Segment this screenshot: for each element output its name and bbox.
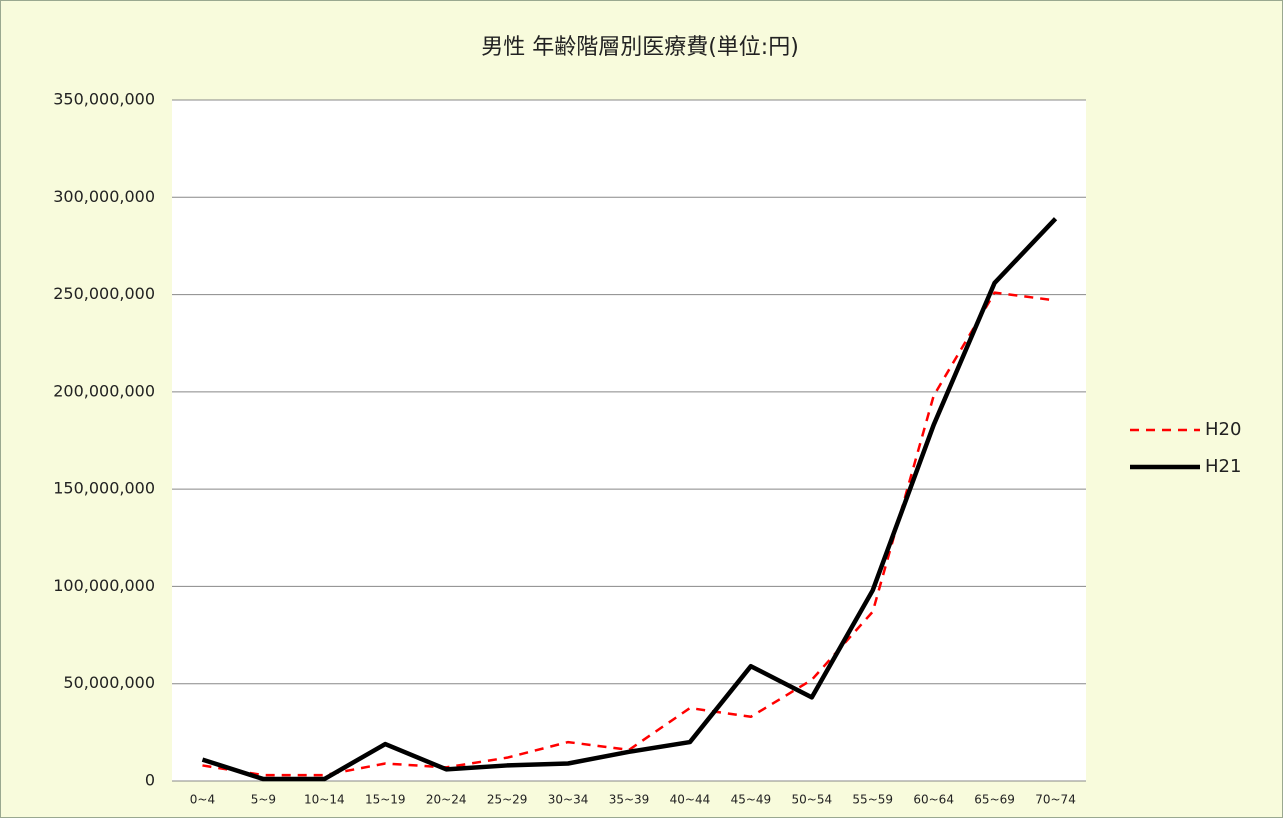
x-tick-label: 55~59 [852, 793, 893, 807]
line-series [201, 217, 1058, 782]
y-tick-label: 50,000,000 [63, 673, 155, 692]
x-tick-label: 25~29 [487, 793, 528, 807]
y-tick-label: 0 [145, 771, 155, 790]
x-tick-label: 15~19 [365, 793, 406, 807]
y-tick-label: 100,000,000 [53, 576, 155, 595]
x-tick-label: 60~64 [913, 793, 954, 807]
x-tick-label: 35~39 [609, 793, 650, 807]
x-tick-label: 50~54 [792, 793, 833, 807]
x-tick-label: 20~24 [426, 793, 467, 807]
x-tick-label: 45~49 [731, 793, 772, 807]
legend-label: H20 [1205, 419, 1241, 440]
chart-title: 男性 年齢階層別医療費(単位:円) [481, 35, 799, 60]
x-tick-label: 5~9 [251, 793, 276, 807]
y-tick-label: 200,000,000 [53, 381, 155, 400]
x-tick-label: 30~34 [548, 793, 589, 807]
legend-label: H21 [1205, 456, 1241, 477]
y-tick-label: 150,000,000 [53, 479, 155, 498]
y-tick-label: 350,000,000 [53, 90, 155, 109]
x-tick-label: 10~14 [304, 793, 345, 807]
x-tick-label: 40~44 [670, 793, 711, 807]
y-tick-label: 300,000,000 [53, 187, 155, 206]
x-tick-label: 0~4 [190, 793, 215, 807]
y-tick-label: 250,000,000 [53, 284, 155, 303]
x-tick-label: 65~69 [974, 793, 1015, 807]
x-tick-label: 70~74 [1035, 793, 1076, 807]
plot-area [172, 100, 1086, 781]
